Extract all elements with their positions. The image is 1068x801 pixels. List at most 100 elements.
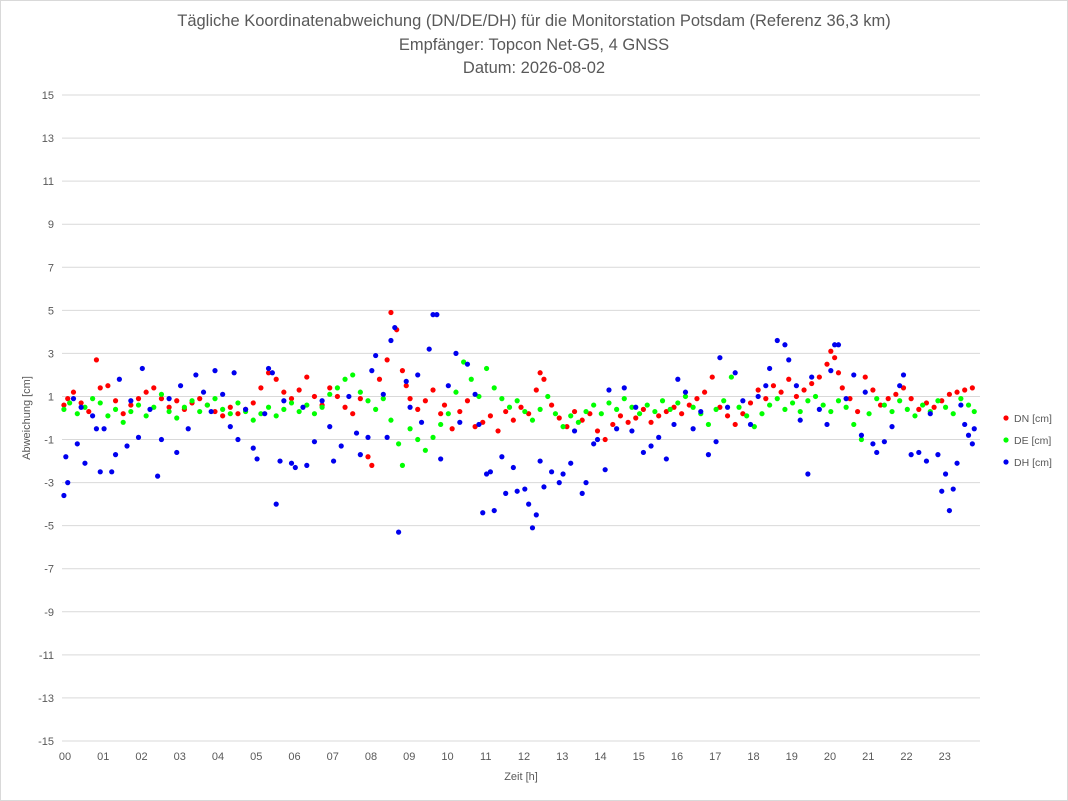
data-point — [717, 404, 723, 410]
data-point — [545, 393, 551, 400]
data-point — [870, 441, 876, 447]
legend-marker — [1003, 437, 1009, 443]
data-point — [235, 436, 241, 443]
legend-item: DE [cm] — [1003, 435, 1051, 447]
data-point — [82, 404, 88, 410]
data-point — [112, 406, 119, 412]
data-point — [774, 396, 780, 402]
data-point — [65, 396, 71, 402]
data-point — [388, 309, 394, 316]
y-tick-label: -7 — [44, 564, 54, 576]
data-point — [717, 355, 723, 361]
data-point — [503, 490, 509, 496]
data-point — [342, 404, 348, 410]
data-point — [721, 398, 727, 404]
data-point — [212, 396, 218, 402]
data-point — [220, 406, 226, 412]
data-point — [90, 396, 96, 402]
data-point — [350, 372, 356, 378]
data-point — [311, 439, 318, 445]
series-dh — [61, 312, 977, 535]
data-point — [384, 434, 390, 440]
data-point — [288, 396, 295, 402]
data-point — [950, 411, 956, 417]
data-point — [235, 411, 241, 417]
data-point — [365, 434, 371, 440]
data-point — [541, 376, 547, 382]
data-point — [835, 342, 842, 348]
data-point — [690, 404, 696, 410]
data-point — [939, 488, 945, 494]
data-point — [445, 383, 451, 389]
data-point — [801, 387, 807, 393]
data-point — [824, 421, 830, 428]
data-point — [135, 396, 142, 402]
data-point — [369, 462, 375, 468]
data-point — [797, 408, 803, 415]
data-point — [763, 383, 769, 389]
data-point — [254, 456, 260, 462]
data-point — [334, 393, 340, 400]
data-point — [327, 391, 333, 397]
chart-title-line-3: Datum: 2026-08-02 — [462, 59, 606, 77]
legend-label: DN [cm] — [1014, 413, 1052, 425]
data-point — [487, 469, 493, 475]
data-point — [357, 452, 363, 458]
data-point — [116, 376, 122, 382]
data-point — [625, 419, 631, 425]
data-point — [797, 417, 803, 423]
data-point — [614, 406, 620, 412]
data-point — [415, 436, 421, 443]
data-point — [556, 480, 562, 486]
data-point — [441, 402, 448, 408]
x-tick-label: 12 — [518, 751, 530, 763]
x-tick-label: 02 — [135, 751, 147, 763]
data-point — [158, 396, 165, 402]
data-point — [954, 389, 960, 395]
data-point — [235, 400, 241, 406]
data-point — [598, 411, 604, 417]
data-point — [392, 324, 398, 331]
data-point — [155, 473, 161, 479]
data-point — [942, 404, 949, 410]
data-point — [63, 454, 69, 460]
data-point — [262, 411, 268, 417]
data-point — [369, 368, 375, 374]
x-tick-label: 09 — [403, 751, 415, 763]
data-point — [514, 398, 520, 404]
data-point — [958, 396, 964, 402]
y-tick-label: -11 — [39, 650, 54, 662]
data-point — [870, 387, 876, 393]
data-point — [438, 411, 444, 417]
data-point — [908, 452, 914, 458]
data-point — [407, 396, 413, 402]
data-point — [971, 426, 977, 432]
data-point — [166, 404, 172, 410]
data-point — [656, 413, 662, 419]
data-point — [70, 389, 77, 395]
data-point — [935, 452, 941, 458]
chart-title-line-1: Tägliche Koordinatenabweichung (DN/DE/DH… — [177, 12, 891, 30]
data-point — [946, 391, 953, 397]
data-point — [418, 419, 425, 425]
data-point — [617, 413, 624, 419]
data-point — [549, 402, 555, 408]
data-point — [147, 406, 153, 412]
legend-marker — [1003, 415, 1009, 421]
data-point — [388, 337, 394, 344]
data-point — [713, 406, 719, 412]
data-point — [591, 441, 597, 447]
x-tick-label: 06 — [288, 751, 300, 763]
data-point — [767, 402, 773, 408]
data-point — [430, 434, 436, 440]
legend-label: DE [cm] — [1014, 435, 1051, 447]
data-point — [537, 406, 543, 412]
data-point — [636, 411, 643, 417]
data-point — [659, 398, 666, 404]
data-point — [904, 406, 910, 412]
data-point — [422, 447, 428, 453]
data-point — [227, 424, 233, 430]
y-gridlines — [62, 94, 980, 742]
data-point — [740, 398, 746, 404]
data-point — [430, 387, 436, 393]
